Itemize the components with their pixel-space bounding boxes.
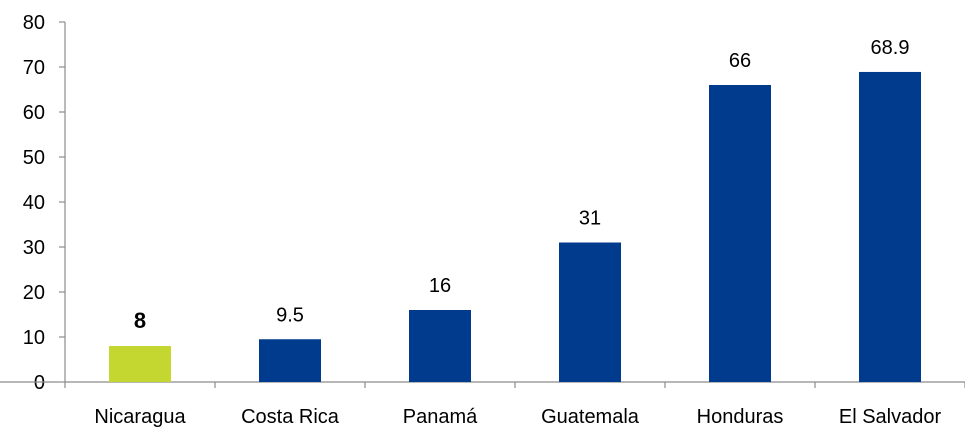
- y-tick-label: 70: [23, 57, 45, 79]
- y-tick-label: 50: [23, 147, 45, 169]
- category-labels: Nicaragua Costa Rica Panamá Guatemala Hondur…: [94, 406, 941, 428]
- bar-el-salvador: [859, 71, 921, 382]
- bar-nicaragua: [109, 346, 171, 382]
- y-tick-label: 40: [23, 192, 45, 214]
- y-tick-label: 0: [34, 372, 45, 394]
- category-label: El Salvador: [839, 406, 942, 428]
- category-label: Honduras: [697, 406, 784, 428]
- bar-panam-: [409, 310, 471, 382]
- category-label: Costa Rica: [241, 406, 340, 428]
- bar-guatemala: [559, 242, 621, 382]
- y-tick-label: 80: [23, 12, 45, 34]
- bar-value-label: 68.9: [871, 37, 910, 59]
- bar-value-label: 31: [579, 208, 601, 230]
- category-label: Panamá: [403, 406, 478, 428]
- bar-value-label: 9.5: [276, 304, 304, 326]
- value-labels: 8 9.5 16 31 66 68.9: [134, 37, 910, 333]
- y-axis: 0 10 20 30 40 50 60 70 80: [23, 12, 66, 394]
- bar-value-label: 66: [729, 50, 751, 72]
- x-axis: [0, 381, 965, 388]
- y-tick-label: 10: [23, 327, 45, 349]
- y-tick-label: 60: [23, 102, 45, 124]
- y-tick-label: 30: [23, 237, 45, 259]
- bar-value-label: 16: [429, 275, 451, 297]
- category-label: Guatemala: [541, 406, 640, 428]
- category-label: Nicaragua: [94, 406, 186, 428]
- bar-value-label: 8: [134, 308, 146, 333]
- bar-costa-rica: [259, 339, 321, 382]
- y-tick-label: 20: [23, 282, 45, 304]
- bar-honduras: [709, 85, 771, 382]
- bars: [109, 71, 921, 382]
